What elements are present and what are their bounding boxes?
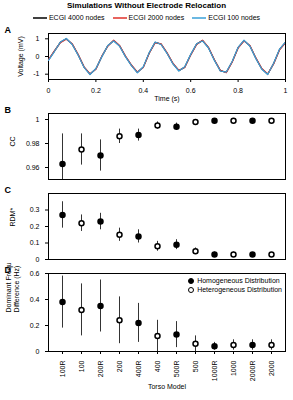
svg-text:0: 0 — [36, 53, 40, 60]
svg-text:0.98: 0.98 — [26, 140, 40, 147]
svg-text:0.2: 0.2 — [30, 322, 40, 329]
svg-text:500: 500 — [192, 360, 199, 372]
svg-text:0: 0 — [47, 87, 51, 94]
svg-text:0.2: 0.2 — [30, 223, 40, 230]
svg-text:RDM*: RDM* — [9, 208, 16, 227]
svg-text:0.3: 0.3 — [30, 206, 40, 213]
svg-text:1: 1 — [36, 35, 40, 42]
svg-text:0.96: 0.96 — [26, 164, 40, 171]
svg-text:100R: 100R — [59, 361, 66, 378]
svg-text:400R: 400R — [135, 361, 142, 378]
html-text:ECGI 100 nodes: ECGI 100 nodes — [208, 14, 260, 21]
svg-text:Time (s): Time (s) — [154, 95, 179, 103]
svg-text:400: 400 — [154, 360, 161, 372]
svg-text:C: C — [5, 185, 12, 195]
html-text:ECGI 2000 nodes: ECGI 2000 nodes — [128, 14, 185, 21]
svg-text:2000R: 2000R — [249, 361, 256, 382]
svg-text:D: D — [5, 265, 12, 275]
svg-text:2000: 2000 — [268, 360, 275, 376]
svg-text:500R: 500R — [173, 361, 180, 378]
svg-text:1000R: 1000R — [211, 361, 218, 382]
svg-text:1: 1 — [284, 87, 288, 94]
svg-text:200R: 200R — [97, 361, 104, 378]
svg-text:Dominant FrequenciesDifference: Dominant FrequenciesDifference (Hz) — [5, 263, 21, 313]
svg-text:0.4: 0.4 — [30, 296, 40, 303]
svg-text:1: 1 — [36, 116, 40, 123]
svg-text:B: B — [5, 105, 12, 115]
svg-text:-1: -1 — [33, 70, 39, 77]
svg-text:A: A — [5, 25, 12, 35]
svg-text:0.4: 0.4 — [138, 87, 148, 94]
svg-text:Torso Model: Torso Model — [148, 383, 187, 390]
svg-text:0.6: 0.6 — [186, 87, 196, 94]
html-text:ECGI 4000 nodes: ECGI 4000 nodes — [49, 14, 105, 21]
html-text:Simulations Without Electrode: Simulations Without Electrode Relocation — [67, 1, 226, 10]
svg-text:CC: CC — [9, 136, 16, 146]
svg-text:200: 200 — [116, 360, 123, 372]
svg-text:0.8: 0.8 — [233, 87, 243, 94]
html-text:Homogeneous Distribution: Homogeneous Distribution — [197, 277, 280, 284]
svg-text:Voltage (mV): Voltage (mV) — [17, 36, 25, 76]
svg-text:0: 0 — [36, 256, 40, 263]
svg-text:0: 0 — [36, 348, 40, 355]
svg-text:0.1: 0.1 — [30, 239, 40, 246]
svg-text:1000: 1000 — [230, 360, 237, 376]
svg-text:100: 100 — [78, 360, 85, 372]
svg-text:0.2: 0.2 — [91, 87, 101, 94]
svg-text:0.6: 0.6 — [30, 270, 40, 277]
html-text:Heterogeneous Distribution: Heterogeneous Distribution — [197, 286, 282, 293]
